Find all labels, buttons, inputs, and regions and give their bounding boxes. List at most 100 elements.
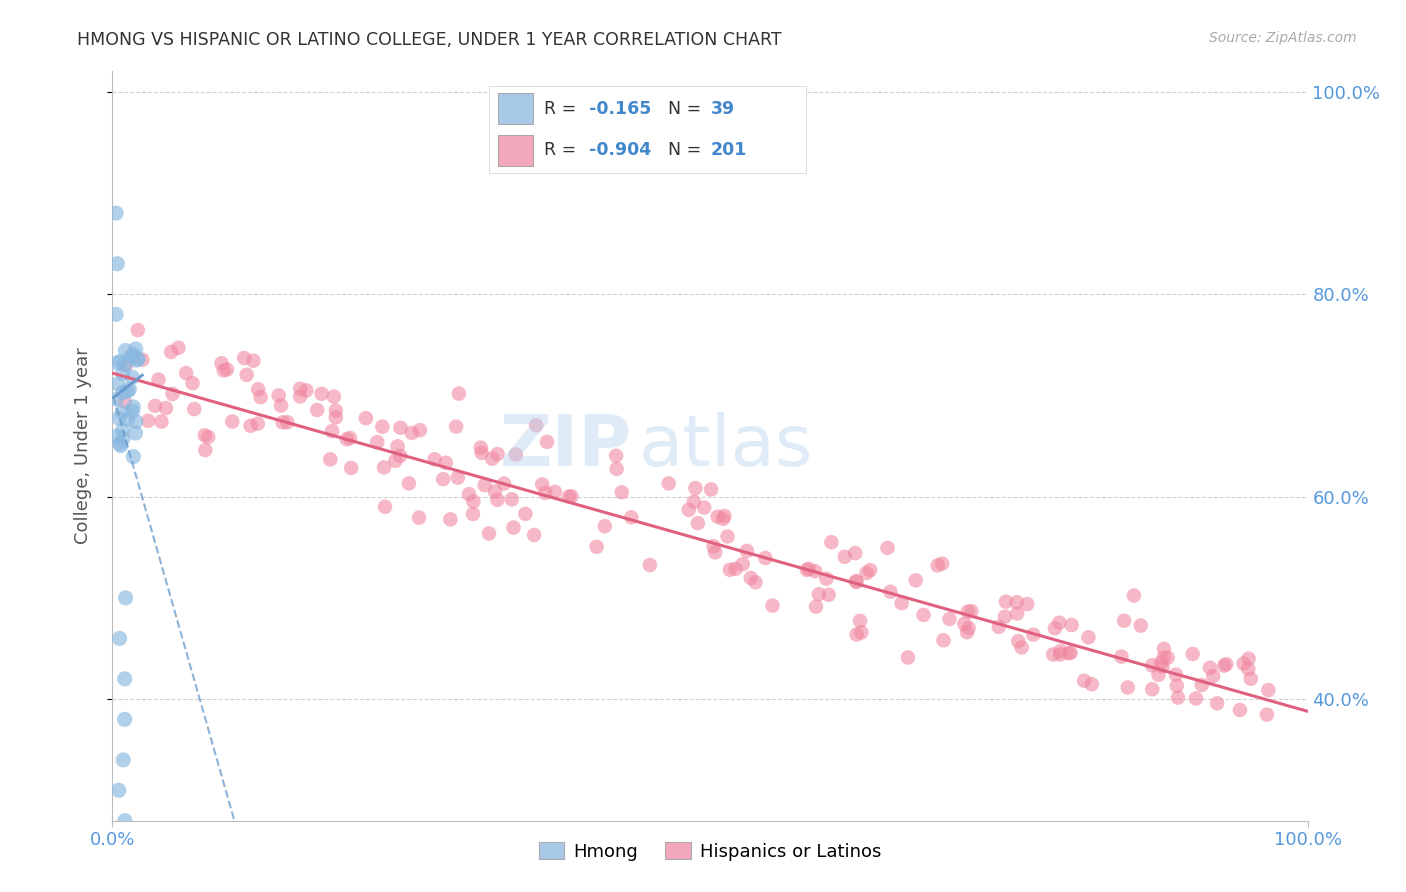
Point [620, 510, 643, 524]
Point [486, 492, 509, 507]
Point [118, 382, 141, 396]
Y-axis label: College, Under 1 year: College, Under 1 year [73, 348, 91, 544]
Point [1011, 640, 1033, 655]
Point [105, 206, 128, 220]
Point [319, 452, 342, 467]
Point [1073, 673, 1095, 688]
Point [1229, 703, 1251, 717]
Point [558, 490, 581, 504]
Point [820, 535, 842, 549]
Point [994, 609, 1017, 624]
Point [1007, 634, 1029, 648]
Point [125, 353, 148, 368]
Point [560, 489, 582, 503]
Point [127, 351, 149, 366]
Point [1202, 669, 1225, 683]
Point [371, 419, 394, 434]
Point [114, 814, 136, 828]
Point [155, 401, 177, 415]
Point [1049, 644, 1071, 658]
Point [124, 342, 146, 356]
Point [1152, 659, 1174, 673]
Point [276, 415, 298, 429]
Point [716, 529, 738, 543]
Point [1181, 647, 1204, 661]
Point [246, 417, 269, 431]
Point [845, 627, 868, 641]
Point [515, 507, 537, 521]
Point [432, 472, 454, 486]
Point [114, 591, 136, 605]
Point [239, 418, 262, 433]
Point [1156, 650, 1178, 665]
Point [1129, 618, 1152, 632]
Point [807, 587, 830, 601]
Point [111, 385, 134, 400]
Point [461, 507, 484, 521]
Point [270, 399, 292, 413]
Point [463, 494, 485, 508]
Point [233, 351, 256, 365]
Point [536, 434, 558, 449]
Point [706, 509, 728, 524]
Point [387, 439, 409, 453]
Point [1213, 658, 1236, 673]
Point [724, 562, 747, 576]
Point [366, 435, 388, 450]
Point [731, 557, 754, 571]
Point [148, 373, 170, 387]
Point [1153, 650, 1175, 665]
Point [817, 588, 839, 602]
Point [122, 348, 145, 362]
Point [523, 528, 546, 542]
Point [1164, 667, 1187, 681]
Point [1140, 658, 1163, 673]
Point [221, 415, 243, 429]
Point [486, 447, 509, 461]
Point [290, 382, 312, 396]
Point [389, 420, 412, 434]
Point [845, 574, 868, 588]
Point [197, 430, 219, 444]
Point [110, 439, 132, 453]
Point [1122, 589, 1144, 603]
Point [534, 486, 557, 500]
Point [125, 415, 148, 429]
Point [638, 558, 661, 572]
Point [1199, 661, 1222, 675]
Point [481, 451, 503, 466]
Point [1147, 668, 1170, 682]
Point [796, 563, 818, 577]
Point [122, 450, 145, 464]
Point [1237, 662, 1260, 676]
Point [247, 382, 270, 396]
Point [855, 566, 877, 580]
Point [1116, 681, 1139, 695]
Point [502, 520, 524, 534]
Point [398, 476, 420, 491]
Point [960, 604, 983, 618]
Point [107, 376, 129, 391]
Point [117, 384, 139, 399]
Point [1240, 672, 1263, 686]
Point [114, 672, 136, 686]
Point [1057, 646, 1080, 660]
Point [718, 563, 741, 577]
Point [492, 476, 515, 491]
Point [938, 612, 960, 626]
Point [1060, 618, 1083, 632]
Point [1257, 683, 1279, 698]
Point [211, 356, 233, 370]
Point [117, 412, 139, 426]
Point [1049, 648, 1071, 662]
Point [484, 484, 506, 499]
Point [1206, 696, 1229, 710]
Point [194, 443, 217, 458]
Point [1150, 656, 1173, 670]
Point [851, 625, 873, 640]
Point [1060, 646, 1083, 660]
Point [994, 595, 1017, 609]
Point [122, 400, 145, 414]
Point [678, 503, 700, 517]
Point [114, 343, 136, 358]
